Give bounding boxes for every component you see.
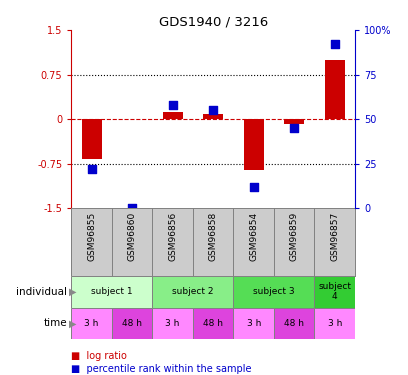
Point: [210, 107, 216, 113]
Text: ▶: ▶: [69, 286, 77, 297]
Point: [169, 102, 176, 108]
Bar: [233, 308, 274, 339]
Bar: [71, 308, 112, 339]
Text: GSM96860: GSM96860: [128, 211, 137, 261]
Text: time: time: [44, 318, 67, 328]
Text: ■  percentile rank within the sample: ■ percentile rank within the sample: [71, 364, 252, 374]
Bar: [274, 308, 315, 339]
Bar: [233, 276, 315, 308]
Bar: [71, 276, 153, 308]
Text: ▶: ▶: [69, 318, 77, 328]
Bar: [112, 308, 153, 339]
Bar: [325, 60, 345, 119]
Bar: [203, 114, 223, 119]
Text: GSM96858: GSM96858: [208, 211, 218, 261]
Text: 3 h: 3 h: [84, 319, 99, 328]
Point: [251, 184, 257, 190]
Bar: [82, 119, 102, 159]
Text: GSM96857: GSM96857: [330, 211, 339, 261]
Text: subject 2: subject 2: [172, 287, 214, 296]
Text: subject 3: subject 3: [253, 287, 295, 296]
Point: [291, 125, 297, 131]
Bar: [315, 308, 355, 339]
Text: GSM96854: GSM96854: [249, 211, 258, 261]
Text: ■  log ratio: ■ log ratio: [71, 351, 127, 361]
Text: GSM96859: GSM96859: [290, 211, 299, 261]
Text: subject 1: subject 1: [91, 287, 133, 296]
Bar: [284, 119, 304, 124]
Text: subject
4: subject 4: [318, 282, 351, 301]
Bar: [153, 308, 193, 339]
Text: 48 h: 48 h: [284, 319, 304, 328]
Text: GSM96855: GSM96855: [87, 211, 96, 261]
Text: 48 h: 48 h: [203, 319, 223, 328]
Point: [331, 41, 338, 47]
Bar: [315, 276, 355, 308]
Text: 3 h: 3 h: [328, 319, 342, 328]
Text: 48 h: 48 h: [122, 319, 142, 328]
Text: GSM96856: GSM96856: [168, 211, 177, 261]
Text: 3 h: 3 h: [166, 319, 180, 328]
Bar: [244, 119, 264, 170]
Bar: [162, 112, 183, 119]
Text: individual: individual: [16, 286, 67, 297]
Bar: [153, 276, 233, 308]
Bar: [193, 308, 233, 339]
Title: GDS1940 / 3216: GDS1940 / 3216: [159, 16, 268, 29]
Point: [129, 205, 135, 211]
Text: 3 h: 3 h: [246, 319, 261, 328]
Point: [89, 166, 95, 172]
